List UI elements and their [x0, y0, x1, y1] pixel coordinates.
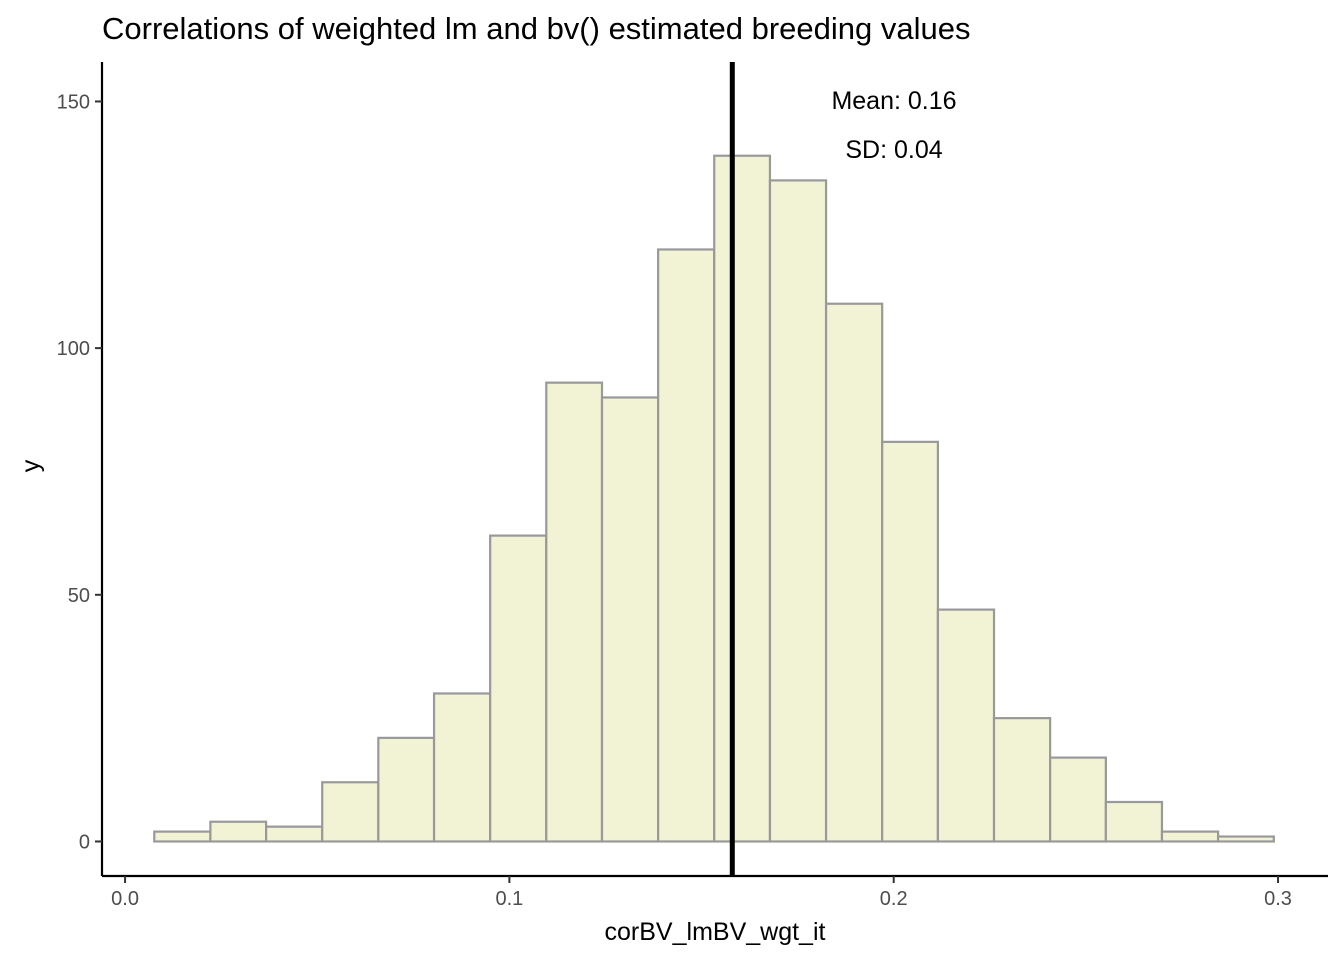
histogram-bar-19 [1160, 830, 1220, 843]
histogram-bar-8 [545, 381, 604, 843]
histogram-bar-6 [432, 692, 492, 843]
mean-annotation: Mean: 0.16 [831, 87, 956, 115]
histogram-bar-18 [1104, 800, 1164, 843]
histogram-bar-11 [713, 154, 772, 843]
y-axis-ticks: 0 50 100 150 [57, 91, 102, 853]
histogram-bar-12 [768, 179, 828, 843]
histogram-bar-5 [377, 736, 436, 843]
x-tick-label: 0.0 [111, 888, 139, 910]
histogram-bar-17 [1049, 756, 1107, 843]
chart-title: Correlations of weighted lm and bv() est… [102, 11, 970, 46]
x-axis-ticks: 0.0 0.1 0.2 0.3 [111, 876, 1292, 910]
y-axis-title: y [17, 459, 45, 472]
x-tick-label: 0.1 [495, 888, 523, 910]
histogram-bar-7 [489, 534, 548, 843]
x-tick-label: 0.2 [880, 888, 908, 910]
y-tick-label: 150 [57, 91, 90, 113]
histogram-bar-1 [153, 830, 212, 843]
histogram-bar-3 [265, 825, 324, 843]
histogram-bar-16 [992, 717, 1052, 843]
histogram-bar-2 [209, 820, 268, 843]
y-tick-label: 50 [68, 585, 90, 607]
histogram-bar-13 [824, 302, 884, 843]
histogram-bar-9 [600, 396, 660, 843]
histogram-bar-15 [936, 608, 996, 843]
bars-group [153, 154, 1275, 843]
sd-annotation: SD: 0.04 [845, 136, 942, 164]
histogram-bar-20 [1216, 835, 1275, 843]
y-tick-label: 0 [79, 831, 90, 853]
histogram-bar-4 [321, 781, 380, 843]
x-axis-title: corBV_lmBV_wgt_it [605, 918, 826, 946]
y-tick-label: 100 [57, 338, 90, 360]
x-tick-label: 0.3 [1264, 888, 1292, 910]
histogram-bar-10 [657, 248, 716, 843]
histogram-bar-14 [881, 440, 940, 843]
